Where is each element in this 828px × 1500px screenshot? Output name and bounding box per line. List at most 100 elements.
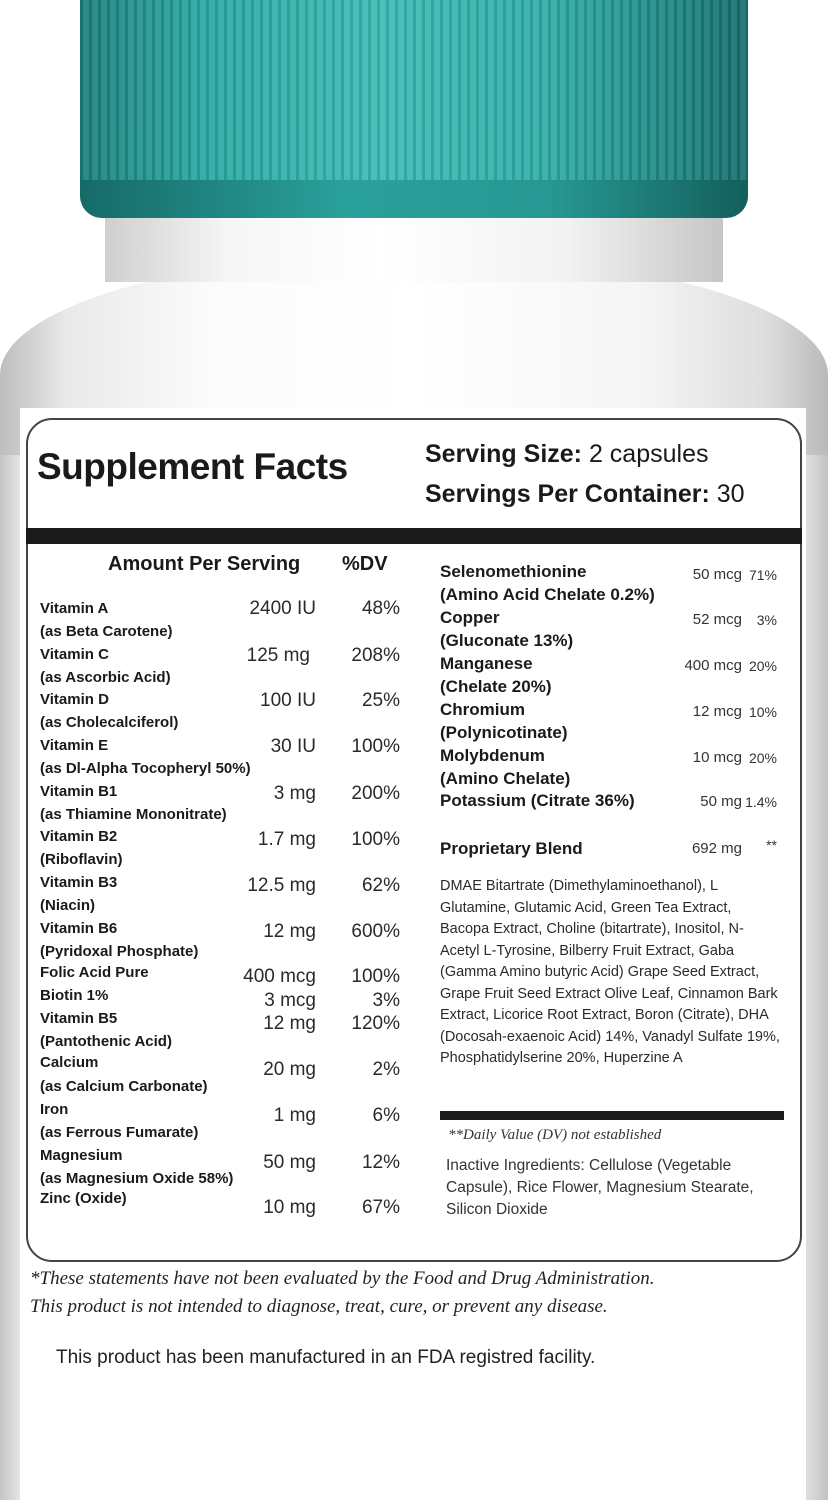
nutrient-amount: 50 mcg: [692, 566, 742, 583]
proprietary-blend-label: Proprietary Blend: [440, 839, 583, 858]
fda-disclaimer-line-2: This product is not intended to diagnose…: [30, 1296, 608, 1317]
nutrient-amount: 125 mg: [246, 645, 310, 666]
nutrient-amount: 10 mcg: [692, 749, 742, 766]
nutrient-dv: 3%: [372, 990, 400, 1011]
nutrient-source: (as Magnesium Oxide 58%): [40, 1170, 234, 1187]
nutrient-dv: 1.4%: [745, 794, 777, 810]
nutrient-amount: 52 mcg: [692, 611, 742, 628]
nutrient-dv: 10%: [748, 704, 777, 720]
proprietary-blend-dv: **: [766, 837, 777, 853]
nutrient-name: Vitamin B3: [40, 874, 118, 891]
label-border: [26, 418, 802, 1262]
nutrient-name: Iron: [40, 1101, 69, 1118]
nutrient-amount: 100 IU: [260, 690, 316, 711]
bottle-cap: [80, 0, 748, 215]
cap-rim: [80, 180, 748, 218]
nutrient-amount: 3 mcg: [264, 990, 316, 1011]
label-title: Supplement Facts: [37, 446, 348, 487]
nutrient-dv: 120%: [351, 1013, 400, 1034]
nutrient-name: Folic Acid Pure: [40, 964, 149, 981]
nutrient-name: Vitamin A: [40, 600, 109, 617]
nutrient-dv: 100%: [351, 966, 400, 987]
nutrient-amount: 12 mg: [263, 921, 316, 942]
header-amount-per-serving: Amount Per Serving: [108, 553, 301, 575]
nutrient-source: (as Cholecalciferol): [40, 714, 179, 731]
servings-label: Servings Per Container:: [425, 480, 710, 508]
nutrient-amount: 12 mg: [263, 1013, 316, 1034]
nutrient-dv: 208%: [351, 645, 400, 666]
nutrient-amount: 400 mcg: [243, 966, 316, 987]
fda-disclaimer-line-1: *These statements have not been evaluate…: [30, 1268, 655, 1289]
serving-size: Serving Size: 2 capsules: [425, 440, 708, 469]
nutrient-amount: 12 mcg: [692, 703, 742, 720]
nutrient-dv: 200%: [351, 783, 400, 804]
bottle-neck: [105, 212, 723, 282]
nutrient-name: Vitamin B2: [40, 828, 118, 845]
nutrient-source: (Gluconate 13%): [440, 631, 574, 650]
nutrient-dv: 12%: [361, 1152, 400, 1173]
nutrient-amount: 12.5 mg: [247, 875, 316, 896]
nutrient-name: Calcium: [40, 1054, 99, 1071]
nutrient-name: Molybdenum: [440, 746, 545, 765]
header-percent-dv: %DV: [342, 553, 388, 575]
nutrient-name: Copper: [440, 608, 500, 627]
nutrient-amount: 400 mcg: [684, 657, 742, 674]
nutrient-name: Selenomethionine: [440, 562, 587, 581]
nutrient-dv: 2%: [372, 1059, 400, 1080]
nutrient-name: Vitamin B5: [40, 1010, 118, 1027]
nutrient-name: Zinc (Oxide): [40, 1190, 127, 1207]
servings-per-container: Servings Per Container: 30: [425, 480, 745, 509]
nutrient-source: (as Beta Carotene): [40, 623, 173, 640]
cap-ridges: [80, 0, 748, 215]
nutrient-source: (as Ascorbic Acid): [40, 669, 171, 686]
nutrient-amount: 20 mg: [263, 1059, 316, 1080]
nutrient-dv: 48%: [361, 598, 400, 619]
nutrient-name: Biotin 1%: [40, 987, 109, 1004]
manufacturing-statement: This product has been manufactured in an…: [56, 1347, 596, 1368]
nutrient-name: Chromium: [440, 700, 525, 719]
nutrient-amount: 10 mg: [263, 1197, 316, 1218]
nutrient-amount: 2400 IU: [249, 598, 316, 619]
nutrient-dv: 67%: [361, 1197, 400, 1218]
nutrient-dv: 71%: [748, 567, 777, 583]
label-divider-bar: [26, 528, 802, 544]
nutrient-amount: 30 IU: [270, 736, 316, 757]
nutrient-name: Vitamin E: [40, 737, 109, 754]
nutrient-source: (Niacin): [40, 897, 96, 914]
blend-ingredients: DMAE Bitartrate (Dimethylaminoethanol), …: [440, 878, 780, 1066]
serving-size-label: Serving Size:: [425, 440, 582, 468]
nutrient-name: Potassium (Citrate 36%): [440, 791, 635, 810]
servings-value: 30: [716, 480, 745, 508]
nutrient-source: (Amino Acid Chelate 0.2%): [440, 585, 655, 604]
nutrient-source: (Pantothenic Acid): [40, 1033, 172, 1050]
nutrient-name: Vitamin D: [40, 691, 109, 708]
nutrient-source: (Chelate 20%): [440, 677, 552, 696]
nutrient-amount: 50 mg: [263, 1152, 316, 1173]
nutrient-source: (Pyridoxal Phosphate): [40, 943, 199, 960]
nutrient-amount: 1 mg: [273, 1105, 316, 1126]
nutrient-name: Vitamin B6: [40, 920, 118, 937]
nutrient-source: (Polynicotinate): [440, 723, 568, 742]
nutrient-dv: 62%: [361, 875, 400, 896]
proprietary-blend-amount: 692 mg: [691, 840, 742, 857]
nutrient-dv: 100%: [351, 829, 400, 850]
nutrient-source: (Amino Chelate): [440, 769, 571, 788]
nutrient-dv: 20%: [748, 658, 777, 674]
inactive-ingredients: Inactive Ingredients: Cellulose (Vegetab…: [446, 1157, 754, 1218]
nutrient-amount: 3 mg: [273, 783, 316, 804]
nutrient-dv: 600%: [351, 921, 400, 942]
serving-size-value: 2 capsules: [588, 440, 709, 468]
nutrient-amount: 1.7 mg: [257, 829, 316, 850]
nutrient-name: Vitamin C: [40, 646, 109, 663]
nutrient-amount: 50 mg: [700, 793, 742, 810]
nutrient-source: (as Ferrous Fumarate): [40, 1124, 199, 1141]
nutrient-source: (Riboflavin): [40, 851, 123, 868]
nutrient-source: (as Thiamine Mononitrate): [40, 806, 227, 823]
nutrient-source: (as Calcium Carbonate): [40, 1078, 208, 1095]
nutrient-dv: 100%: [351, 736, 400, 757]
dv-note: **Daily Value (DV) not established: [448, 1127, 662, 1143]
nutrient-name: Magnesium: [40, 1147, 123, 1164]
supplement-label: [20, 408, 806, 1500]
nutrient-source: (as Dl-Alpha Tocopheryl 50%): [40, 760, 251, 777]
